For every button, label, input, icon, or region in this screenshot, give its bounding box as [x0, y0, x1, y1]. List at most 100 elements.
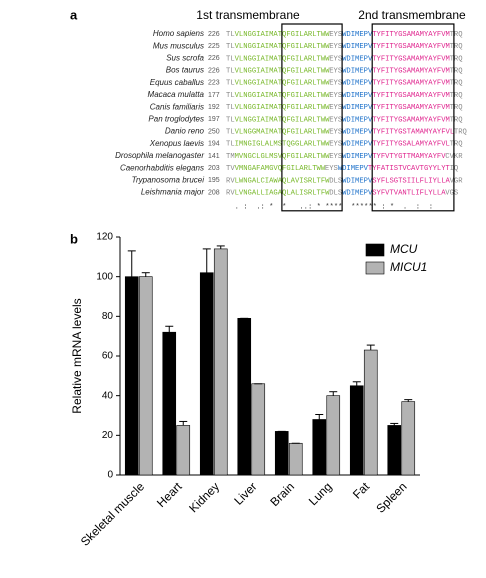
residue-start: 192	[208, 104, 220, 111]
panel-label: a	[70, 7, 78, 22]
sequence-segment: TRQ	[450, 43, 463, 51]
species-name: Pan troglodytes	[148, 115, 204, 124]
sequence-segment: TL	[226, 68, 235, 76]
sequence-segment: EYS	[329, 80, 342, 88]
bar	[251, 383, 266, 476]
sequence-segment: TYFITYGSAMAMYAYFVM	[372, 116, 450, 124]
residue-start: 195	[208, 177, 220, 184]
residue-start: 223	[208, 80, 220, 87]
x-tick-label: Spleen	[373, 479, 409, 515]
bar	[312, 419, 327, 476]
sequence-segment: TRQ	[450, 92, 463, 100]
bar	[138, 276, 153, 476]
sequence-segment: WDIMEPV	[342, 116, 373, 124]
residue-start: 250	[208, 128, 220, 135]
sequence-segment: TYFITYGSAMAMYAYFVM	[372, 31, 450, 39]
error-bar	[366, 344, 375, 351]
bar	[274, 431, 289, 476]
bar	[363, 349, 378, 476]
sequence-segment: TRQ	[450, 55, 463, 63]
species-name: Canis familiaris	[150, 102, 204, 111]
sequence-segment: TYFITYGSAMAMYAYFVM	[372, 92, 450, 100]
residue-start: 203	[208, 165, 220, 172]
sequence-segment: TYFITYGSALAMYAYFVL	[372, 141, 450, 149]
residue-start: 226	[208, 55, 220, 62]
bar	[213, 248, 228, 476]
sequence-segment: TL	[226, 43, 235, 51]
sequence-segment: EYS	[329, 31, 342, 39]
bar	[176, 425, 191, 476]
sequence-segment: VGS	[445, 190, 458, 198]
y-tick-label: 80	[102, 311, 114, 322]
y-tick-label: 40	[102, 390, 114, 401]
tm-header: 2nd transmembrane	[358, 8, 466, 22]
residue-start: 226	[208, 67, 220, 74]
sequence-segment: TL	[226, 141, 235, 149]
bar	[387, 425, 402, 476]
sequence-segment: TM	[226, 153, 235, 161]
tm-box	[371, 23, 455, 212]
sequence-segment: VMNGAFAMGVQFGILARLTWW	[235, 165, 326, 173]
legend-swatch	[365, 261, 385, 275]
sequence-segment: TL	[226, 129, 235, 137]
sequence-segment: WDIMEPV	[342, 104, 373, 112]
bar	[162, 331, 177, 476]
sequence-segment: EYS	[329, 129, 342, 137]
error-bar	[390, 422, 399, 426]
sequence-segment: EYS	[325, 165, 338, 173]
sequence-segment: TRQ	[450, 68, 463, 76]
sequence-segment: EYS	[329, 55, 342, 63]
error-bar	[329, 391, 338, 396]
sequence-segment: TL	[226, 116, 235, 124]
sequence-segment: TYFITYGSTAMAMYAYFVL	[372, 129, 454, 137]
sequence-segment: TL	[226, 80, 235, 88]
species-name: Homo sapiens	[153, 29, 204, 38]
sequence-segment: TL	[226, 31, 235, 39]
species-name: Drosophila melanogaster	[115, 151, 204, 160]
y-axis-label: Relative mRNA levels	[70, 298, 84, 413]
residue-start: 177	[208, 92, 220, 99]
sequence-segment: WDIMEPV	[342, 43, 373, 51]
error-bar	[352, 381, 361, 386]
sequence-segment: WDIMEPV	[342, 190, 373, 198]
y-tick-label: 0	[107, 470, 113, 481]
sequence-segment: TRQ	[450, 104, 463, 112]
sequence-segment: TYFVTYGTTMAMYAYFV	[372, 153, 446, 161]
sequence-segment: VGR	[450, 177, 464, 185]
x-tick-label: Liver	[231, 479, 259, 507]
sequence-segment: RV	[226, 177, 235, 185]
consensus: . : .: * * ..: * **** ****** : * . : :	[226, 204, 437, 212]
error-bar	[216, 245, 225, 249]
bar	[401, 401, 416, 476]
sequence-segment: DLS	[329, 190, 342, 198]
residue-start: 208	[208, 189, 220, 196]
species-name: Trypanosoma brucei	[132, 176, 205, 185]
error-bar	[202, 248, 211, 273]
species-name: Danio reno	[165, 127, 205, 136]
sequence-segment: EYS	[329, 153, 342, 161]
sequence-segment: TRQ	[454, 129, 467, 137]
sequence-segment: EYS	[329, 116, 342, 124]
bar	[349, 385, 364, 476]
error-bar	[165, 325, 174, 333]
sequence-segment: WDIMEPV	[342, 80, 373, 88]
sequence-segment: TYFITYGSAMAMYAYFVM	[372, 80, 450, 88]
sequence-segment: TYFITYGSAMAMYAYFVM	[372, 68, 450, 76]
sequence-segment: WDIMEPV	[342, 68, 373, 76]
sequence-segment: EYS	[329, 141, 342, 149]
sequence-segment: WDIMEPV	[342, 92, 373, 100]
species-name: Macaca mulatta	[148, 90, 205, 99]
error-bar	[127, 250, 136, 277]
species-name: Sus scrofa	[166, 54, 204, 63]
x-tick-label: Kidney	[186, 479, 222, 515]
error-bar	[141, 272, 150, 277]
sequence-segment: DLS	[329, 177, 342, 185]
sequence-segment: TL	[226, 92, 235, 100]
y-tick-label: 20	[102, 430, 114, 441]
sequence-segment: EYS	[329, 68, 342, 76]
species-name: Leishmania major	[141, 188, 204, 197]
sequence-segment: EYS	[329, 92, 342, 100]
residue-start: 226	[208, 31, 220, 38]
sequence-segment: TYFATISTVCAVTGYYLYT	[368, 165, 451, 173]
sequence-segment: TRQ	[450, 31, 463, 39]
